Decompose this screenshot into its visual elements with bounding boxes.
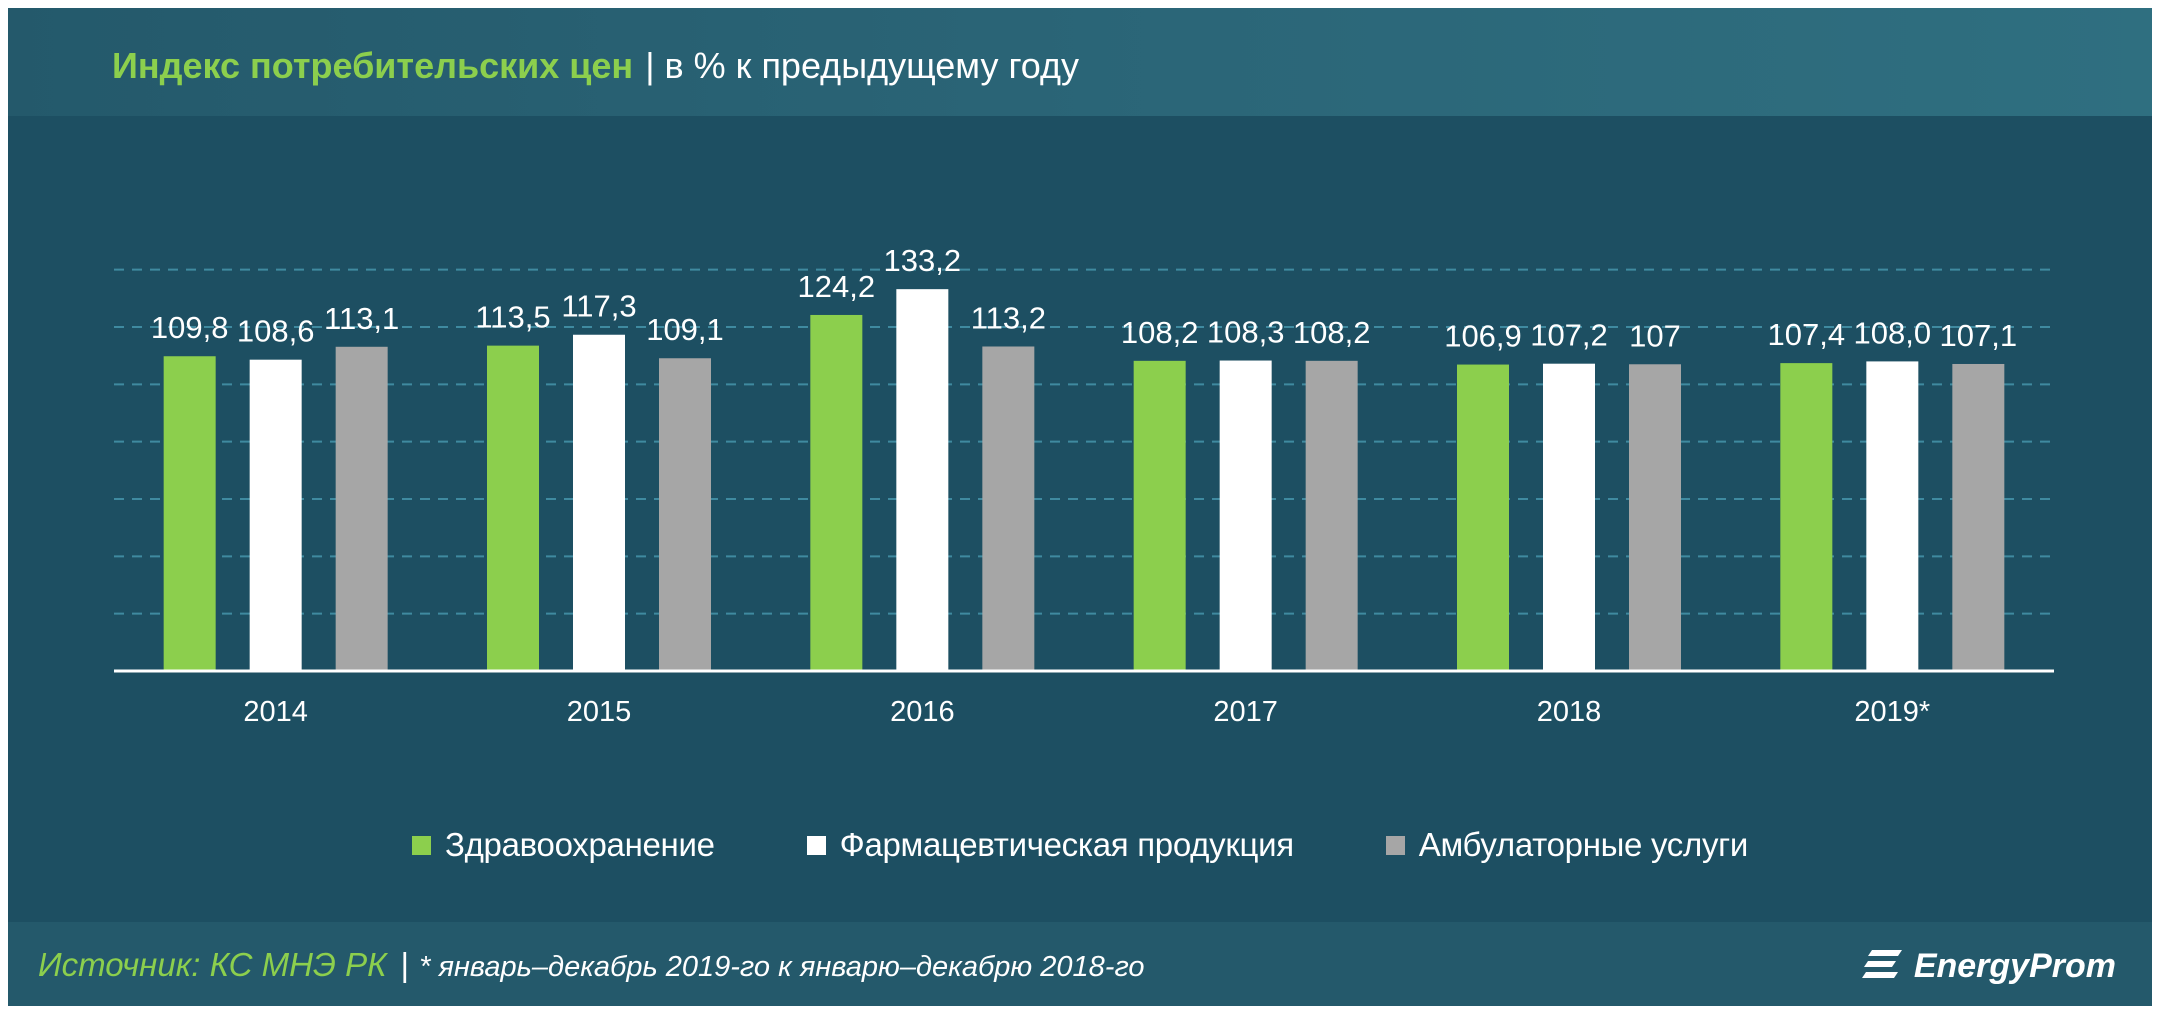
data-label: 113,2 [971,300,1046,335]
header-bar: Индекс потребительских цен | в % к предыду… [8,8,2152,116]
bar-2018-series-0 [1457,364,1509,671]
legend-item-outpatient: Амбулаторные услуги [1385,826,1749,864]
source-line: Источник: КС МНЭ РК | * январь–декабрь 201… [38,946,1145,986]
legend-swatch-outpatient [1385,835,1405,855]
legend-label-outpatient: Амбулаторные услуги [1418,826,1749,863]
data-label: 109,1 [646,312,724,347]
bar-2016-series-2 [982,346,1035,671]
title-separator: | [645,45,655,86]
bar-chart: 109,8 108,6 113,1 2014 113,5 117,3 109,1 2015 12… [114,243,2054,728]
bar-2017-series-1 [1219,360,1272,671]
legend-item-healthcare: Здравоохранение [411,826,715,864]
bar-2014-series-0 [163,356,216,671]
bar-2019-series-2 [1952,363,2005,671]
legend: Здравоохранение Фармацевтическая продукц… [8,820,2152,870]
source-label: Источник: КС МНЭ РК [38,946,387,983]
title-subtitle: в % к предыдущему году [664,45,1080,86]
energyprom-logo-icon [1861,950,1902,978]
data-label: 107 [1629,318,1681,353]
bar-2016-series-1 [896,289,949,671]
data-label: 108,3 [1207,315,1285,350]
legend-label-pharma: Фармацевтическая продукция [839,826,1294,863]
bar-2019-series-0 [1780,363,1833,671]
data-label: 107,1 [1940,318,2018,353]
x-tick-label: 2018 [1537,696,1602,728]
data-label: 108,0 [1854,315,1932,350]
source-separator: | [400,946,410,983]
x-tick-label: 2014 [243,696,308,728]
source-note: * январь–декабрь 2019-го к январю–декабр… [419,951,1145,983]
title-main: Индекс потребительских цен [112,45,634,86]
x-tick-label: 2019* [1854,696,1930,728]
data-label: 113,5 [475,300,550,335]
data-label: 124,2 [798,269,876,304]
data-label: 108,2 [1293,315,1371,350]
bar-2015-series-0 [487,345,539,671]
x-tick-label: 2015 [567,696,632,728]
infographic-card: Индекс потребительских цен | в % к предыду… [8,8,2152,1006]
bar-2018-series-2 [1629,364,1681,671]
chart-area: 109,8 108,6 113,1 2014 113,5 117,3 109,1 2015 12… [8,116,2152,922]
data-label: 107,2 [1530,318,1608,353]
data-label: 107,4 [1768,317,1846,352]
brand-logo: EnergyProm [1861,946,2116,986]
logo-text: EnergyProm [1913,946,2116,985]
bar-2014-series-1 [249,359,302,671]
data-label: 133,2 [884,243,962,278]
bar-2015-series-1 [573,334,625,671]
bar-2018-series-1 [1543,363,1595,671]
x-tick-label: 2016 [890,696,955,728]
legend-label-healthcare: Здравоохранение [444,826,715,863]
bar-2019-series-1 [1866,361,1919,671]
bar-2017-series-0 [1133,360,1186,671]
data-label: 108,6 [237,314,315,349]
data-label: 117,3 [561,289,636,324]
bar-2015-series-2 [659,358,711,671]
data-label: 108,2 [1121,315,1199,350]
legend-item-pharma: Фармацевтическая продукция [806,826,1294,864]
data-label: 113,1 [324,301,399,336]
x-tick-label: 2017 [1213,696,1278,728]
legend-swatch-healthcare [411,835,431,855]
bar-2017-series-2 [1305,360,1358,671]
footer-bar: Источник: КС МНЭ РК | * январь–декабрь 201… [8,922,2152,1006]
bar-2014-series-2 [335,346,388,671]
data-label: 109,8 [151,310,229,345]
data-label: 106,9 [1444,319,1522,354]
bar-2016-series-0 [810,314,863,671]
legend-swatch-pharma [806,835,826,855]
chart-title: Индекс потребительских цен | в % к предыду… [112,44,1079,88]
